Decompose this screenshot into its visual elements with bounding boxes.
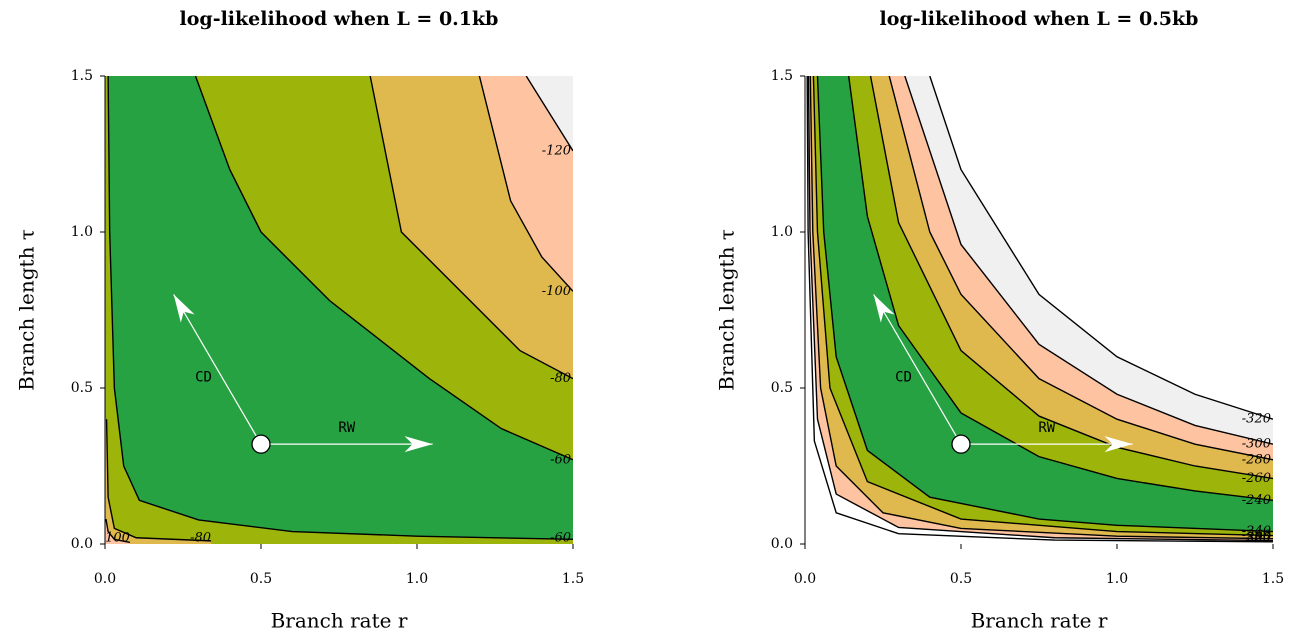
arrow-head (1104, 436, 1133, 453)
contour-band (105, 419, 212, 544)
contour-line (107, 76, 573, 541)
contour-band (479, 76, 573, 292)
y-tick-label: 1.0 (771, 224, 793, 240)
y-tick-label: 0.0 (771, 536, 793, 552)
contour-line (525, 76, 573, 152)
contour-label: -100 (542, 284, 571, 299)
chart-title: log-likelihood when L = 0.1kb (180, 8, 499, 30)
y-tick-label: 1.5 (771, 68, 793, 84)
x-tick-label: 1.5 (562, 571, 584, 587)
contour-line (105, 419, 212, 542)
contour-line (929, 76, 1273, 420)
arrow-head (173, 294, 195, 323)
x-axis-label: Branch rate r (271, 609, 408, 633)
contour-label: -280 (1242, 452, 1271, 467)
move-arrow (173, 294, 262, 445)
contour-line (816, 76, 1273, 533)
y-axis-label: Branch length τ (715, 229, 739, 391)
y-tick-label: 1.0 (71, 224, 93, 240)
contour-line (369, 76, 573, 380)
y-tick-label: 0.0 (71, 536, 93, 552)
contour-label: -60 (550, 531, 571, 546)
x-tick-label: 0.0 (794, 571, 816, 587)
chart-title: log-likelihood when L = 0.5kb (880, 8, 1199, 30)
contour-band (805, 76, 1273, 544)
contour-band (929, 76, 1273, 420)
contour-label: -260 (1242, 471, 1271, 486)
contour-label: -300 (1242, 437, 1271, 452)
x-tick-label: 1.0 (406, 571, 428, 587)
move-label: RW (1038, 420, 1055, 436)
contour-label: -100 (101, 531, 130, 546)
contour-label: -280 (1242, 531, 1271, 546)
contour-label: -120 (542, 143, 571, 158)
arrow-head (873, 294, 895, 323)
arrow-head (404, 436, 433, 453)
contour-label: -300 (1242, 531, 1271, 546)
move-arrow (873, 294, 962, 445)
contour-label: -320 (1242, 531, 1271, 546)
x-tick-label: 1.0 (1106, 571, 1128, 587)
x-tick-label: 1.5 (1262, 571, 1284, 587)
contour-line (904, 76, 1273, 445)
y-axis-label: Branch length τ (15, 229, 39, 391)
y-tick-label: 0.5 (71, 380, 93, 396)
contour-label: -80 (190, 531, 211, 546)
contour-band (105, 519, 130, 544)
contour-line (888, 76, 1273, 461)
y-tick-label: 0.5 (771, 380, 793, 396)
contour-label: -240 (1242, 493, 1271, 508)
x-axis-label: Branch rate r (971, 609, 1108, 633)
contour-label: -80 (550, 371, 571, 386)
plot-area: -240-240-260-260-280-280-300-300-320-320 (805, 76, 1273, 546)
contour-label: -260 (1242, 528, 1271, 543)
contour-label: -320 (1242, 412, 1271, 427)
contour-line (806, 76, 1273, 543)
x-tick-label: 0.0 (94, 571, 116, 587)
x-tick-label: 0.5 (950, 571, 972, 587)
contour-line (105, 518, 131, 544)
contour-label: -60 (550, 452, 571, 467)
contour-line (812, 76, 1273, 537)
contour-line (847, 76, 1273, 502)
contour-line (478, 76, 573, 292)
contour-line (869, 76, 1273, 480)
move-label: CD (195, 369, 212, 385)
move-label: CD (895, 369, 912, 385)
contour-line (807, 76, 1273, 542)
current-point (951, 434, 971, 454)
plot-area: -60 -60 -80 -80 -100 -100 -120 (101, 76, 573, 546)
current-point (251, 434, 271, 454)
contour-line (809, 76, 1273, 540)
move-label: RW (338, 420, 355, 436)
contour-label: -240 (1242, 524, 1271, 539)
x-tick-label: 0.5 (250, 571, 272, 587)
contour-line (194, 76, 573, 461)
y-tick-label: 1.5 (71, 68, 93, 84)
